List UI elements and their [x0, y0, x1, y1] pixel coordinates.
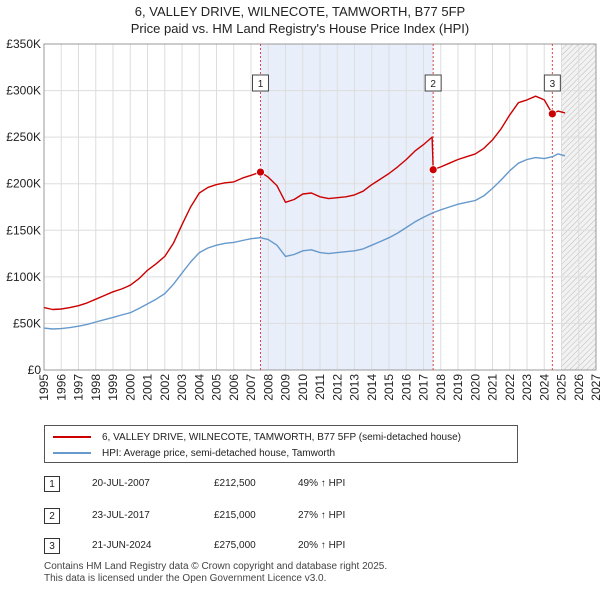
x-tick-label: 1999 [106, 374, 120, 401]
sale-point [428, 165, 438, 175]
x-tick-label: 1997 [72, 374, 86, 401]
x-tick-label: 2026 [572, 374, 586, 401]
x-tick-label: 2009 [279, 374, 293, 401]
x-tick-label: 1998 [89, 374, 103, 401]
y-tick-label: £250K [6, 130, 41, 144]
transaction-price: £212,500 [214, 478, 256, 489]
footer-licence: This data is licensed under the Open Gov… [44, 573, 327, 584]
sale-point [256, 167, 265, 177]
x-tick-label: 2007 [244, 374, 258, 401]
x-tick-label: 2008 [261, 374, 275, 401]
price-chart: £0 £50K £100K £150K £200K £250K £300K £350K 1995… [6, 37, 600, 401]
highlight-period [260, 44, 434, 370]
transaction-hpi-change: 20% ↑ HPI [298, 540, 346, 551]
transaction-date: 20-JUL-2007 [92, 478, 150, 489]
x-tick-label: 2023 [520, 374, 534, 401]
x-tick-label: 2005 [210, 374, 224, 401]
transaction-number-badge: 2 [44, 508, 60, 524]
y-tick-label: £0 [28, 363, 42, 377]
y-tick-label: £300K [6, 84, 41, 98]
transaction-hpi-change: 27% ↑ HPI [298, 510, 346, 521]
x-tick-label: 2024 [537, 374, 551, 401]
transaction-price: £215,000 [214, 510, 256, 521]
legend-swatch-hpi [53, 452, 91, 454]
sale-label: 3 [550, 79, 556, 90]
legend-item-hpi: HPI: Average price, semi-detached house,… [53, 445, 335, 461]
x-tick-label: 2022 [503, 374, 517, 401]
chart-title: 6, VALLEY DRIVE, WILNECOTE, TAMWORTH, B7… [134, 4, 466, 19]
y-tick-label: £150K [6, 223, 41, 237]
plot-frame [43, 43, 597, 371]
x-tick-label: 2016 [399, 374, 413, 401]
transaction-row: 1 20-JUL-2007 £212,500 49% ↑ HPI [0, 476, 600, 496]
sale-label: 2 [430, 79, 436, 90]
sale-point [547, 109, 557, 119]
x-tick-label: 2006 [227, 374, 241, 401]
y-tick-label: £350K [6, 37, 41, 51]
transaction-number-badge: 1 [44, 476, 60, 492]
x-tick-label: 2001 [141, 374, 155, 401]
sale-label-box [251, 74, 269, 92]
footer-copyright: Contains HM Land Registry data © Crown c… [44, 561, 388, 572]
x-tick-label: 2027 [589, 374, 600, 401]
x-tick-label: 2020 [468, 374, 482, 401]
x-tick-label: 1996 [54, 374, 68, 401]
x-tick-label: 2025 [555, 374, 569, 401]
transaction-hpi-change: 49% ↑ HPI [298, 478, 346, 489]
transaction-row: 2 23-JUL-2017 £215,000 27% ↑ HPI [0, 508, 600, 528]
x-tick-label: 2013 [348, 374, 362, 401]
transaction-price: £275,000 [214, 540, 256, 551]
legend-swatch-property [53, 436, 91, 438]
y-tick-label: £50K [13, 316, 41, 330]
x-tick-label: 2012 [330, 374, 344, 401]
chart-subtitle: Price paid vs. HM Land Registry's House … [130, 21, 470, 36]
x-tick-label: 2002 [158, 374, 172, 401]
transaction-date: 21-JUN-2024 [92, 540, 152, 551]
series-line [43, 153, 566, 330]
sale-label-box [424, 74, 442, 92]
legend-label-property: 6, VALLEY DRIVE, WILNECOTE, TAMWORTH, B7… [102, 431, 462, 443]
transaction-number-badge: 3 [44, 538, 60, 554]
x-tick-label: 1995 [37, 374, 51, 401]
series-line [43, 95, 566, 311]
x-tick-label: 2018 [434, 374, 448, 401]
x-tick-label: 2019 [451, 374, 465, 401]
chart-legend: 6, VALLEY DRIVE, WILNECOTE, TAMWORTH, B7… [44, 425, 518, 463]
sale-label: 1 [258, 79, 264, 90]
x-tick-label: 2010 [296, 374, 310, 401]
sale-label-box [543, 74, 561, 92]
x-tick-label: 2004 [192, 374, 206, 401]
legend-label-hpi: HPI: Average price, semi-detached house,… [102, 447, 336, 459]
x-tick-label: 2014 [365, 374, 379, 401]
x-tick-label: 2011 [313, 374, 327, 400]
legend-item-property: 6, VALLEY DRIVE, WILNECOTE, TAMWORTH, B7… [53, 429, 461, 445]
x-tick-label: 2021 [486, 374, 500, 401]
y-tick-label: £100K [6, 270, 41, 284]
x-tick-label: 2017 [417, 374, 431, 401]
x-tick-label: 2000 [123, 374, 137, 401]
x-tick-label: 2015 [382, 374, 396, 401]
transaction-row: 3 21-JUN-2024 £275,000 20% ↑ HPI [0, 538, 600, 558]
transaction-date: 23-JUL-2017 [92, 510, 150, 521]
x-tick-label: 2003 [175, 374, 189, 401]
y-tick-label: £200K [6, 177, 41, 191]
